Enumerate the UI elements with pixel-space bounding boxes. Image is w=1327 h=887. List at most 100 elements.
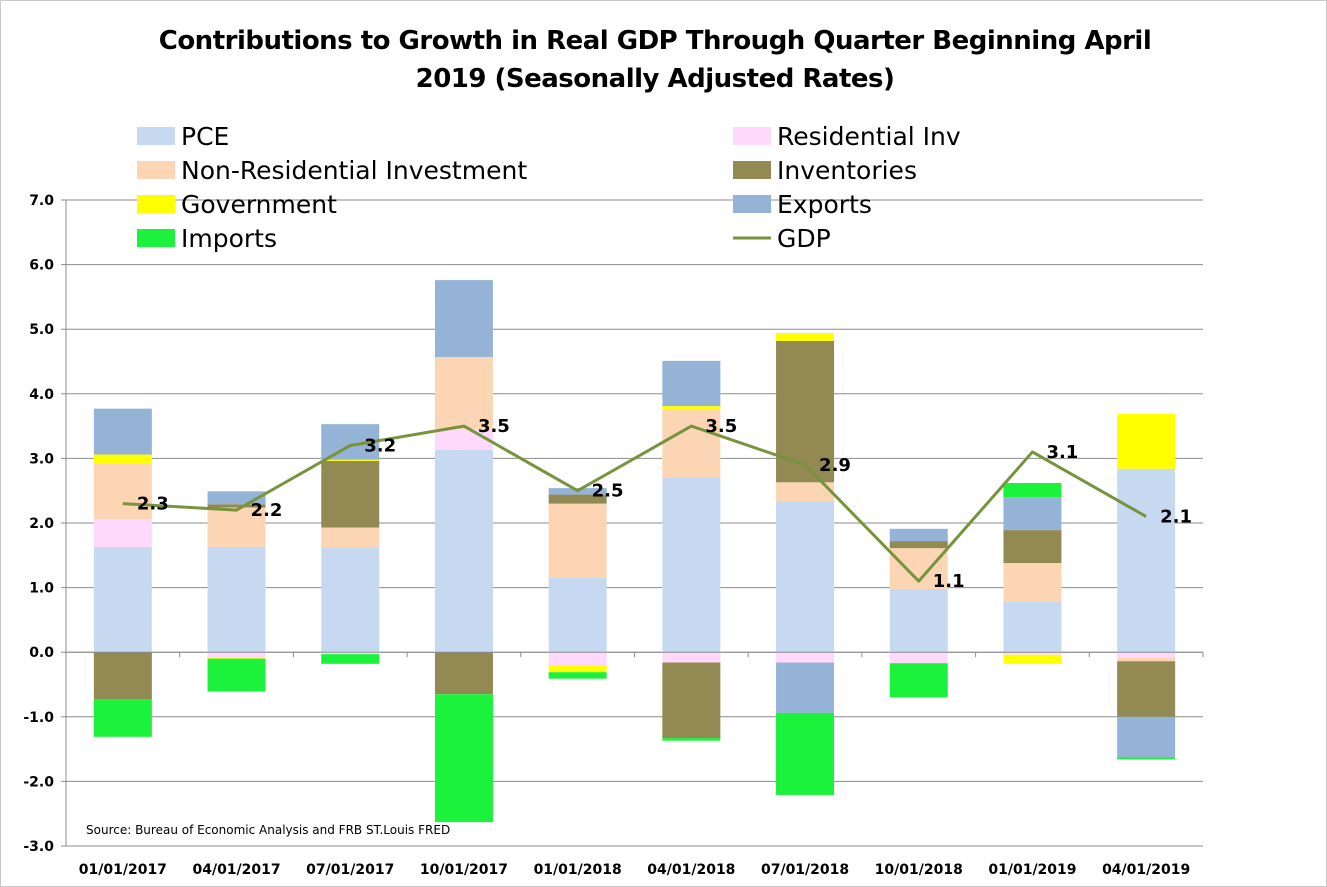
legend-item-residential-inv: Residential Inv — [733, 122, 961, 151]
bar-segment-inventories — [93, 652, 152, 700]
x-tick-label: 04/01/2019 — [1102, 862, 1190, 878]
bar-segment-residential-inv — [321, 652, 380, 655]
bar-segment-residential-inv — [662, 652, 721, 663]
bar-segment-pce — [1003, 601, 1062, 653]
legend: PCE Residential Inv Non-Residential Invest… — [137, 122, 961, 253]
legend-swatch — [137, 229, 175, 247]
bar-segment-residential-inv — [889, 652, 948, 664]
bar-segment-government — [207, 658, 266, 659]
chart-title-line-2: 2019 (Seasonally Adjusted Rates) — [415, 64, 895, 94]
bar-segment-pce — [889, 588, 948, 653]
x-tick-label: 07/01/2018 — [761, 862, 849, 878]
bar-segment-inventories — [434, 652, 493, 695]
bar-segment-residential-inv — [548, 652, 607, 666]
legend-label: PCE — [181, 122, 229, 151]
y-tick-label: 5.0 — [29, 322, 54, 338]
bar-segment-exports — [93, 408, 152, 455]
bar-segment-inventories — [662, 662, 721, 739]
legend-label: Non-Residential Investment — [181, 156, 527, 185]
gdp-data-label: 2.5 — [592, 481, 624, 502]
bar-segment-non-residential-investment — [434, 356, 493, 430]
bar-segment-non-residential-investment — [207, 507, 266, 547]
bar-segment-non-residential-investment — [1003, 563, 1062, 602]
bar-segment-imports — [93, 699, 152, 737]
bar-segment-government — [662, 406, 721, 410]
bar-segment-imports — [548, 672, 607, 679]
legend-item-pce: PCE — [137, 122, 229, 151]
chart-title-line-1: Contributions to Growth in Real GDP Thro… — [158, 26, 1152, 56]
bar-segment-exports — [1003, 497, 1062, 531]
y-tick-label: -2.0 — [23, 774, 54, 790]
bar-segment-inventories — [207, 504, 266, 508]
legend-swatch — [733, 127, 771, 145]
bar-stack — [889, 528, 948, 698]
bar-segment-exports — [1117, 716, 1176, 758]
bar-segment-pce — [548, 577, 607, 653]
y-tick-label: 0.0 — [29, 645, 54, 661]
bar-segment-government — [1003, 654, 1062, 664]
bar-stack — [1117, 413, 1176, 760]
legend-item-gdp: GDP — [733, 224, 831, 253]
bar-stack — [321, 424, 380, 664]
bar-segment-non-residential-investment — [776, 482, 835, 502]
bar-stack — [1003, 482, 1062, 664]
legend-label: Imports — [181, 224, 277, 253]
bar-segment-non-residential-investment — [93, 463, 152, 520]
bar-segment-residential-inv — [93, 519, 152, 547]
gdp-data-label: 3.2 — [364, 435, 396, 456]
legend-swatch — [733, 161, 771, 179]
legend-item-inventories: Inventories — [733, 156, 917, 185]
bar-segment-imports — [662, 738, 721, 741]
x-tick-label: 04/01/2018 — [647, 862, 735, 878]
bar-segment-imports — [207, 658, 266, 692]
bar-segment-residential-inv — [776, 652, 835, 663]
legend-swatch — [137, 161, 175, 179]
bar-segment-exports — [776, 662, 835, 713]
x-tick-label: 10/01/2017 — [420, 862, 508, 878]
legend-swatch — [137, 195, 175, 213]
bar-segment-residential-inv — [207, 652, 266, 659]
gdp-data-label: 3.5 — [705, 416, 737, 437]
legend-label: Exports — [777, 190, 872, 219]
bar-segment-non-residential-investment — [321, 527, 380, 548]
bar-segment-exports — [889, 528, 948, 542]
bar-segment-pce — [207, 546, 266, 653]
gdp-data-label: 3.5 — [478, 416, 510, 437]
bar-segment-inventories — [889, 541, 948, 549]
bar-stack — [207, 491, 266, 692]
bar-segment-inventories — [1117, 661, 1176, 717]
legend-item-imports: Imports — [137, 224, 277, 253]
legend-item-exports: Exports — [733, 190, 872, 219]
legend-label: Inventories — [777, 156, 917, 185]
x-tick-label: 07/01/2017 — [306, 862, 394, 878]
x-tick-label: 04/01/2017 — [192, 862, 280, 878]
bar-segment-pce — [776, 501, 835, 653]
legend-label: Residential Inv — [777, 122, 961, 151]
gdp-data-label: 3.1 — [1046, 442, 1078, 463]
bar-segment-exports — [434, 280, 493, 357]
y-tick-label: 4.0 — [29, 387, 54, 403]
legend-item-government: Government — [137, 190, 337, 219]
bar-segment-government — [548, 665, 607, 673]
bar-segment-pce — [434, 450, 493, 653]
y-tick-label: -1.0 — [23, 710, 54, 726]
bar-segment-imports — [434, 694, 493, 823]
bar-segment-government — [776, 333, 835, 341]
bar-segment-pce — [1117, 468, 1176, 653]
bar-stack — [662, 360, 721, 741]
y-tick-label: 6.0 — [29, 258, 54, 274]
legend-label: GDP — [777, 224, 831, 253]
bar-stack — [434, 280, 493, 823]
legend-label: Government — [181, 190, 337, 219]
gdp-data-label: 2.9 — [819, 455, 851, 476]
bar-segment-imports — [776, 712, 835, 795]
legend-swatch — [137, 127, 175, 145]
bar-segment-pce — [662, 477, 721, 653]
legend-item-non-residential-investment: Non-Residential Investment — [137, 156, 527, 185]
bar-segment-government — [321, 459, 380, 461]
bar-stack — [776, 333, 835, 795]
bar-segment-government — [1117, 413, 1176, 469]
bar-segment-imports — [889, 663, 948, 698]
bar-segment-pce — [321, 547, 380, 653]
chart-title: Contributions to Growth in Real GDP Thro… — [100, 22, 1210, 98]
